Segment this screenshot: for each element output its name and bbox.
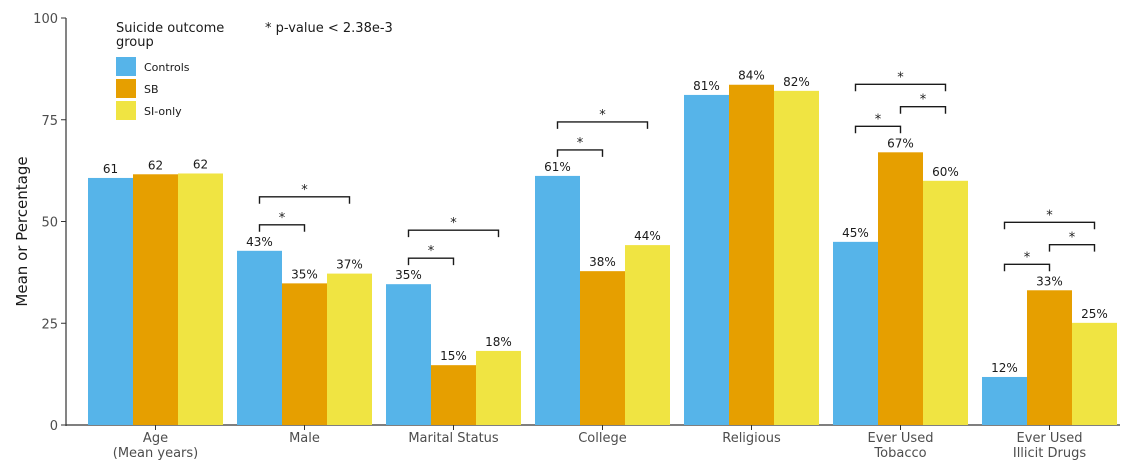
significance-bracket [1003, 221, 1096, 230]
significance-star: * [1069, 231, 1076, 246]
significance-bracket [854, 125, 902, 134]
data-label: 81% [693, 79, 720, 93]
bar [88, 177, 133, 425]
x-tick-label: Male [289, 431, 320, 446]
significance-brackets: * * * * * * * * * * * * [258, 70, 1096, 272]
significance-bracket [407, 257, 455, 266]
x-tick-label: Marital Status [408, 431, 499, 446]
bar [923, 180, 968, 425]
bar [476, 350, 521, 425]
data-label: 37% [336, 258, 363, 272]
data-label: 84% [738, 69, 765, 83]
legend-swatch [116, 57, 136, 76]
bar [774, 90, 819, 425]
legend-label: SI-only [144, 105, 182, 118]
data-label: 35% [395, 268, 422, 282]
data-label: 67% [887, 136, 914, 150]
data-label: 25% [1081, 307, 1108, 321]
bar [729, 84, 774, 426]
y-tick-label: 100 [33, 12, 58, 27]
data-label: 61 [103, 162, 118, 176]
data-label: 62 [148, 158, 163, 172]
significance-star: * [279, 211, 286, 226]
p-value-note: * p-value < 2.38e-3 [265, 21, 393, 36]
significance-bracket [258, 196, 351, 204]
bar [625, 245, 670, 425]
legend-swatch [116, 79, 136, 98]
significance-star: * [1024, 250, 1031, 265]
data-label: 44% [634, 229, 661, 243]
significance-star: * [577, 136, 584, 151]
data-label: 43% [246, 235, 273, 249]
significance-star: * [301, 183, 308, 198]
bar [237, 250, 282, 425]
x-tick-label: Ever Used Illicit Drugs [1013, 431, 1087, 461]
x-tick-label: Age (Mean years) [113, 431, 198, 461]
significance-bracket [556, 149, 604, 157]
bar [133, 174, 178, 425]
bar [1072, 322, 1117, 425]
significance-bracket [556, 121, 649, 129]
legend-label: Controls [144, 61, 190, 74]
y-tick-label: 25 [41, 317, 58, 332]
bar [684, 94, 729, 425]
significance-star: * [428, 244, 435, 259]
significance-star: * [450, 216, 457, 231]
significance-bracket [407, 229, 500, 238]
axes: 0 25 50 75 100 Mean or Percentage Age (Mean yea… [13, 12, 1120, 461]
bar [1027, 290, 1072, 425]
significance-bracket [258, 224, 306, 232]
x-tick-label: Religious [722, 431, 781, 446]
bars: 61 62 62 43% 35% 37% 35% 15% 18% 61% 38% 44% 81% 84% 8… [88, 69, 1117, 426]
bar [327, 273, 372, 425]
bar [878, 152, 923, 425]
bar [833, 241, 878, 425]
data-label: 82% [783, 75, 810, 89]
data-label: 18% [485, 335, 512, 349]
significance-star: * [920, 93, 927, 108]
y-axis-title: Mean or Percentage [13, 156, 31, 306]
significance-star: * [897, 70, 904, 85]
significance-bracket [899, 106, 947, 114]
significance-bracket [1048, 243, 1096, 252]
legend-swatch [116, 101, 136, 120]
data-label: 45% [842, 226, 869, 240]
data-label: 38% [589, 255, 616, 269]
bar [535, 175, 580, 425]
x-tick-label: College [578, 431, 627, 446]
legend-label: SB [144, 83, 159, 96]
significance-bracket [854, 83, 947, 92]
bar [982, 376, 1027, 425]
bar [282, 283, 327, 425]
bar [386, 284, 431, 425]
y-tick-label: 50 [41, 216, 58, 231]
legend: Suicide outcome group Controls SB SI-only * p… [116, 21, 393, 120]
y-tick-label: 75 [41, 114, 58, 129]
significance-star: * [875, 112, 882, 127]
data-label: 62 [193, 157, 208, 171]
bar [431, 365, 476, 425]
data-label: 60% [932, 165, 959, 179]
data-label: 61% [544, 160, 571, 174]
bar [178, 173, 223, 425]
data-label: 33% [1036, 274, 1063, 288]
data-label: 15% [440, 349, 467, 363]
bar [580, 271, 625, 425]
legend-title: Suicide outcome group [116, 21, 224, 50]
data-label: 12% [991, 361, 1018, 375]
significance-star: * [1046, 208, 1053, 223]
data-label: 35% [291, 267, 318, 281]
x-tick-label: Ever Used Tobacco [868, 431, 934, 461]
y-tick-label: 0 [50, 419, 58, 434]
significance-bracket [1003, 263, 1051, 272]
significance-star: * [599, 108, 606, 123]
